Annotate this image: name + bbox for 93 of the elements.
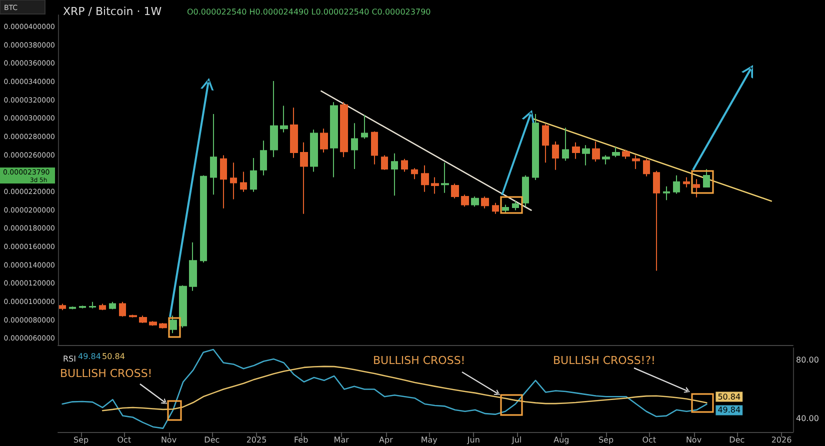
data-label: 50.84 <box>718 392 741 402</box>
annotation: BULLISH CROSS! <box>60 367 152 380</box>
candlestick <box>582 144 590 166</box>
candlestick <box>351 122 358 170</box>
candlestick <box>200 174 207 263</box>
candlestick <box>79 305 86 309</box>
candlestick <box>562 127 569 162</box>
x-tick-label: Dec <box>204 436 220 444</box>
candlestick <box>260 140 267 176</box>
candlestick <box>371 130 378 165</box>
candlestick <box>381 154 388 170</box>
candlestick <box>643 158 650 177</box>
candlestick <box>401 158 408 172</box>
x-tick-label: Jun <box>466 436 480 444</box>
annotation: BULLISH CROSS! <box>373 354 466 367</box>
x-tick-label: Sep <box>73 436 89 444</box>
x-tick-label: 2025 <box>246 436 267 444</box>
candlestick <box>59 303 66 311</box>
x-tick-label: Oct <box>117 436 132 444</box>
candlestick <box>451 183 459 199</box>
y-tick-label: 80.00 <box>796 355 819 364</box>
x-tick-label: Dec <box>729 436 745 444</box>
candlestick <box>441 162 449 194</box>
candlestick <box>542 124 549 164</box>
candlestick <box>290 107 298 158</box>
x-tick-label: Apr <box>379 436 394 444</box>
candlestick <box>300 142 308 214</box>
candlestick <box>330 102 338 178</box>
candlestick <box>210 114 217 196</box>
candlestick <box>471 196 479 208</box>
annotation: 50.84 <box>102 352 125 361</box>
candlestick <box>592 141 600 162</box>
candlestick <box>632 154 640 170</box>
candlestick <box>129 314 137 318</box>
candlestick <box>69 306 76 310</box>
candlestick <box>673 174 680 194</box>
x-tick-label: Mar <box>334 436 350 444</box>
candlestick <box>512 200 519 211</box>
candlestick <box>310 129 318 172</box>
x-tick-label: 2026 <box>771 436 792 444</box>
candlestick <box>250 158 257 192</box>
candlestick <box>552 141 559 170</box>
candlestick <box>240 171 247 192</box>
annotation: BULLISH CROSS!?! <box>553 354 656 367</box>
x-tick-label: Oct <box>642 436 656 444</box>
candlestick <box>119 301 126 318</box>
candlestick <box>532 114 539 180</box>
chart-title: XRP / Bitcoin · 1W <box>63 5 162 18</box>
candlestick <box>109 301 116 310</box>
candlestick <box>99 303 106 311</box>
candlestick <box>703 168 710 188</box>
candlestick <box>572 142 580 160</box>
data-label: 49.84 <box>718 406 741 415</box>
candlestick <box>622 149 630 160</box>
x-tick-label: Feb <box>294 436 308 444</box>
candlestick <box>421 164 429 192</box>
x-tick-label: Aug <box>554 436 570 444</box>
candlestick <box>220 154 227 209</box>
candlestick <box>653 170 660 272</box>
x-tick-label: Nov <box>160 436 177 444</box>
candlestick <box>189 242 197 292</box>
candlestick <box>89 301 96 309</box>
x-tick-label: May <box>420 436 438 444</box>
candlestick <box>431 176 439 194</box>
candlestick <box>602 154 610 165</box>
candlestick <box>340 102 348 158</box>
candlestick <box>411 168 418 180</box>
candlestick <box>391 152 398 196</box>
y-tick-label: 40.00 <box>796 414 819 424</box>
candlestick <box>149 320 157 326</box>
x-tick-label: Sep <box>598 436 614 444</box>
candlestick <box>492 202 499 214</box>
chart-subtitle: O0.000022540 H0.000024490 L0.000022540 C0.000023790 <box>187 8 431 16</box>
candlestick <box>280 105 288 133</box>
candlestick <box>502 204 509 214</box>
candlestick <box>361 114 368 140</box>
candlestick <box>612 146 620 158</box>
candlestick <box>663 186 670 201</box>
candlestick <box>693 178 700 198</box>
candlestick <box>683 176 690 188</box>
candlestick <box>230 162 237 200</box>
text: RSI <box>63 354 76 364</box>
candlestick <box>179 284 187 328</box>
candlestick <box>270 80 278 158</box>
candlestick <box>320 128 328 153</box>
candlestick <box>461 194 469 208</box>
candlestick <box>139 315 147 324</box>
candlestick <box>159 322 167 329</box>
annotation: 49.84 <box>78 352 101 361</box>
x-tick-label: Nov <box>686 436 702 444</box>
candlestick <box>481 196 489 209</box>
candlestick <box>522 174 529 208</box>
x-tick-label: Jul <box>511 436 522 444</box>
